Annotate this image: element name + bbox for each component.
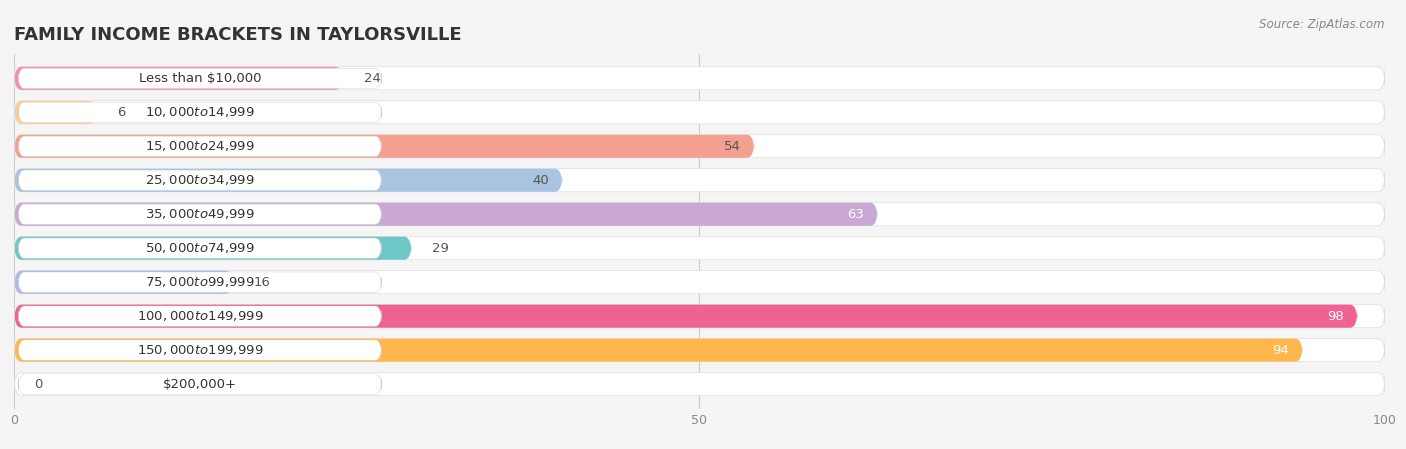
Text: 16: 16 [254, 276, 271, 289]
Text: $35,000 to $49,999: $35,000 to $49,999 [145, 207, 254, 221]
Text: $15,000 to $24,999: $15,000 to $24,999 [145, 139, 254, 153]
FancyBboxPatch shape [14, 304, 1358, 328]
Text: 40: 40 [531, 174, 548, 187]
FancyBboxPatch shape [18, 136, 381, 157]
FancyBboxPatch shape [18, 102, 381, 123]
FancyBboxPatch shape [14, 101, 96, 124]
Text: FAMILY INCOME BRACKETS IN TAYLORSVILLE: FAMILY INCOME BRACKETS IN TAYLORSVILLE [14, 26, 461, 44]
FancyBboxPatch shape [18, 374, 381, 394]
FancyBboxPatch shape [14, 271, 1385, 294]
FancyBboxPatch shape [14, 202, 1385, 226]
FancyBboxPatch shape [14, 304, 1385, 328]
Text: 94: 94 [1272, 343, 1289, 357]
Text: 0: 0 [35, 378, 44, 391]
Text: $10,000 to $14,999: $10,000 to $14,999 [145, 106, 254, 119]
Text: $75,000 to $99,999: $75,000 to $99,999 [145, 275, 254, 289]
Text: Source: ZipAtlas.com: Source: ZipAtlas.com [1260, 18, 1385, 31]
FancyBboxPatch shape [14, 169, 562, 192]
FancyBboxPatch shape [14, 135, 1385, 158]
Text: $100,000 to $149,999: $100,000 to $149,999 [136, 309, 263, 323]
FancyBboxPatch shape [18, 340, 381, 361]
Text: $25,000 to $34,999: $25,000 to $34,999 [145, 173, 254, 187]
FancyBboxPatch shape [14, 237, 1385, 260]
FancyBboxPatch shape [18, 68, 381, 88]
FancyBboxPatch shape [14, 339, 1385, 362]
Text: $50,000 to $74,999: $50,000 to $74,999 [145, 241, 254, 255]
Text: 63: 63 [846, 208, 863, 221]
FancyBboxPatch shape [18, 306, 381, 326]
Text: 54: 54 [724, 140, 741, 153]
FancyBboxPatch shape [14, 67, 1385, 90]
FancyBboxPatch shape [18, 238, 381, 259]
Text: 29: 29 [432, 242, 449, 255]
FancyBboxPatch shape [18, 170, 381, 190]
FancyBboxPatch shape [14, 339, 1303, 362]
FancyBboxPatch shape [14, 135, 754, 158]
FancyBboxPatch shape [18, 272, 381, 292]
FancyBboxPatch shape [14, 169, 1385, 192]
Text: 24: 24 [364, 72, 381, 85]
FancyBboxPatch shape [14, 101, 1385, 124]
FancyBboxPatch shape [18, 204, 381, 224]
Text: Less than $10,000: Less than $10,000 [139, 72, 262, 85]
FancyBboxPatch shape [14, 373, 1385, 396]
Text: 98: 98 [1327, 310, 1344, 323]
Text: $200,000+: $200,000+ [163, 378, 236, 391]
FancyBboxPatch shape [14, 271, 233, 294]
Text: 6: 6 [117, 106, 125, 119]
FancyBboxPatch shape [14, 202, 877, 226]
FancyBboxPatch shape [14, 237, 412, 260]
FancyBboxPatch shape [14, 67, 343, 90]
Text: $150,000 to $199,999: $150,000 to $199,999 [136, 343, 263, 357]
